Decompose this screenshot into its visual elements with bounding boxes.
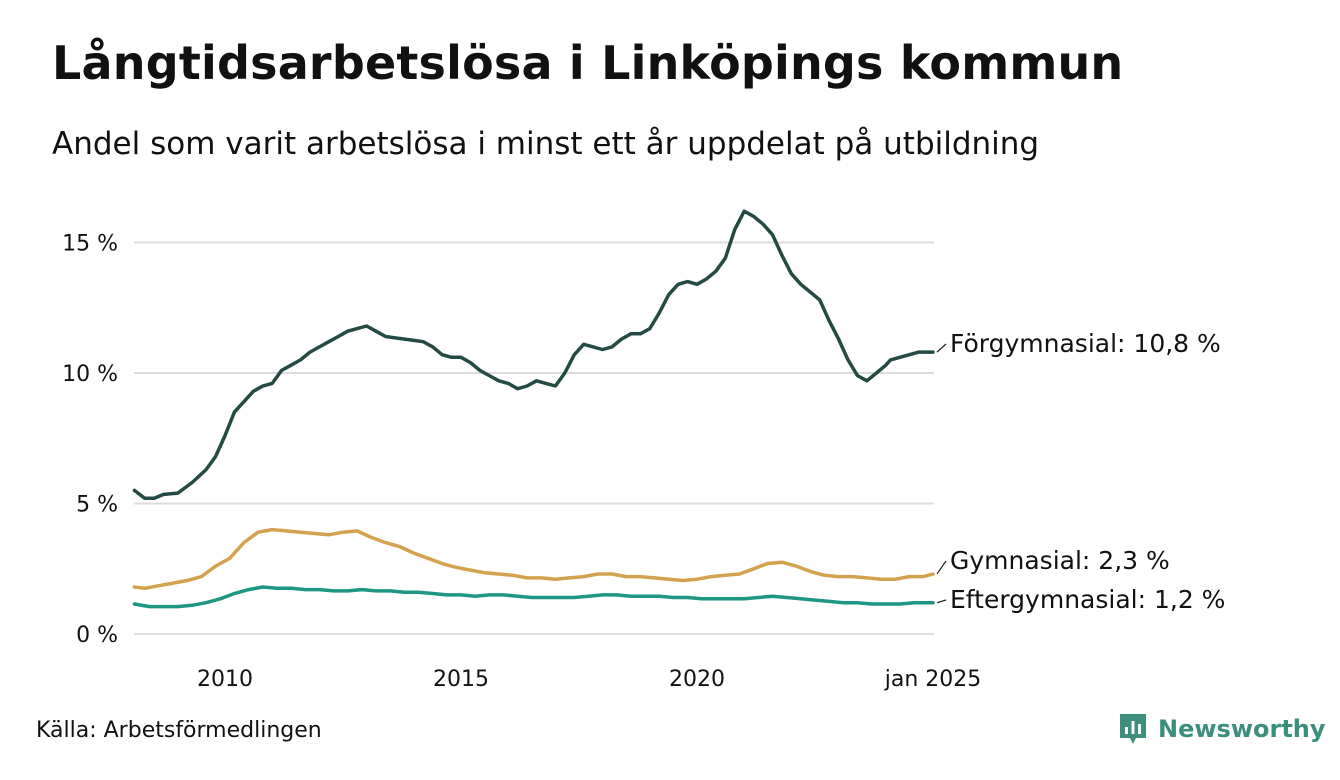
- y-tick-label: 15 %: [62, 232, 118, 257]
- chart-subtitle: Andel som varit arbetslösa i minst ett å…: [52, 126, 1040, 162]
- y-tick-label: 5 %: [76, 493, 118, 518]
- x-axis-ticks: 2010 2015 2020 jan 2025: [197, 667, 981, 692]
- gymnasial-line: [132, 527, 935, 591]
- source-note: Källa: Arbetsförmedlingen: [36, 718, 322, 743]
- x-tick-label: 2020: [669, 667, 725, 692]
- brand-logo: Newsworthy: [1118, 712, 1326, 746]
- series-lines: [132, 209, 935, 609]
- grid-lines: [134, 241, 934, 635]
- label-leader: [936, 343, 947, 353]
- x-tick-label: 2010: [197, 667, 253, 692]
- series-label-forgymnasial: Förgymnasial: 10,8 %: [950, 329, 1221, 358]
- label-leader: [936, 599, 947, 604]
- chart-title: Långtidsarbetslösa i Linköpings kommun: [52, 36, 1124, 90]
- series-label-gymnasial: Gymnasial: 2,3 %: [950, 546, 1170, 575]
- series-label-eftergymnasial: Eftergymnasial: 1,2 %: [950, 585, 1225, 614]
- series-end-labels: Förgymnasial: 10,8 % Gymnasial: 2,3 % Efte…: [936, 329, 1225, 614]
- brand-name: Newsworthy: [1158, 715, 1326, 743]
- newsworthy-icon: [1120, 714, 1146, 744]
- y-tick-label: 10 %: [62, 362, 118, 387]
- x-tick-label: 2015: [433, 667, 489, 692]
- label-leader: [936, 560, 947, 575]
- forgymnasial-line: [132, 209, 935, 501]
- eftergymnasial-line: [132, 585, 935, 609]
- x-tick-label: jan 2025: [884, 667, 982, 692]
- y-axis-ticks: 0 % 5 % 10 % 15 %: [62, 232, 118, 649]
- y-tick-label: 0 %: [76, 623, 118, 648]
